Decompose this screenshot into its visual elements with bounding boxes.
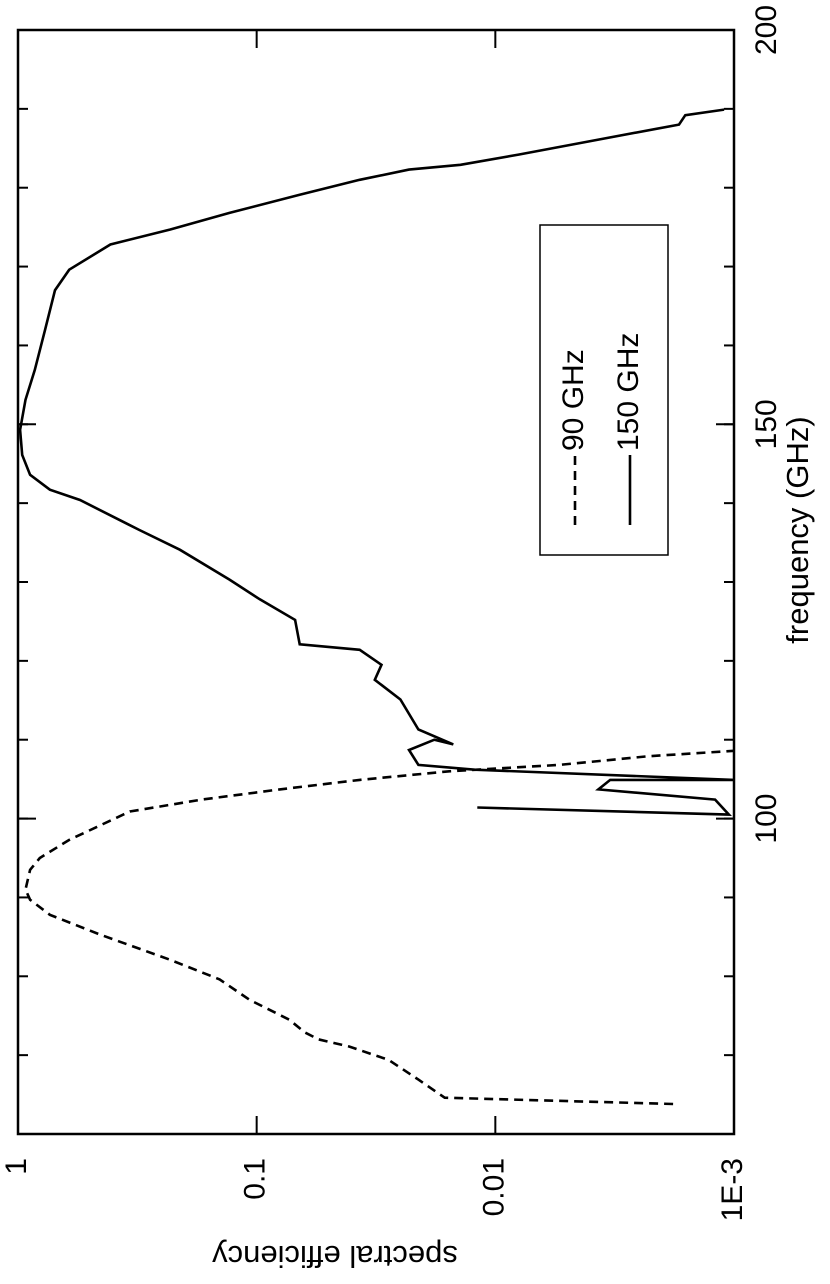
series-line	[24, 749, 735, 1106]
legend-label: 90 GHz	[557, 349, 590, 451]
y-axis-label: spectral efficiency	[212, 1239, 458, 1274]
x-axis-label: frequency (GHz)	[780, 416, 815, 643]
y-tick-label: 1	[0, 1158, 33, 1175]
rotated-chart: frequency (GHz) spectral efficiency 100 1…	[0, 5, 815, 1274]
plot-frame	[16, 28, 736, 1136]
x-tick-label: 100	[750, 794, 783, 844]
y-tick-label: 0.1	[239, 1158, 272, 1200]
x-tick-label: 150	[750, 399, 783, 449]
x-tick-label: 200	[750, 5, 783, 55]
legend-box	[539, 224, 669, 556]
y-tick-label: 0.01	[477, 1158, 510, 1216]
legend-label: 150 GHz	[612, 333, 645, 451]
y-tick-label: 1E-3	[716, 1158, 749, 1221]
series-line	[18, 108, 735, 816]
